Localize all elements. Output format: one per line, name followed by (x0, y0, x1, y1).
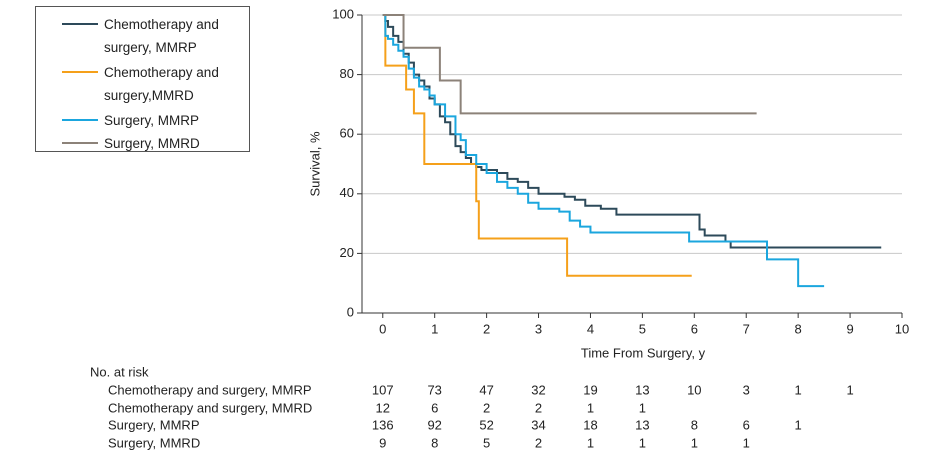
risk-count: 6 (431, 400, 438, 415)
risk-count: 8 (431, 435, 438, 450)
risk-count: 10 (687, 382, 701, 397)
risk-count: 2 (535, 400, 542, 415)
risk-row-label: Chemotherapy and surgery, MMRD (108, 400, 312, 415)
risk-row-label: Surgery, MMRP (108, 417, 200, 432)
x-tick-label: 0 (379, 321, 386, 336)
risk-count: 1 (639, 400, 646, 415)
x-tick-label: 7 (743, 321, 750, 336)
x-tick-label: 5 (639, 321, 646, 336)
legend-entry: Chemotherapy and surgery, MMRP (36, 13, 244, 59)
y-axis-label: Survival, % (307, 131, 322, 196)
x-tick-label: 3 (535, 321, 542, 336)
risk-count: 6 (743, 417, 750, 432)
risk-count: 34 (531, 417, 545, 432)
risk-table-title: No. at risk (90, 364, 149, 379)
survival-curve (382, 14, 692, 277)
legend: Chemotherapy and surgery, MMRP Chemothera… (35, 6, 250, 152)
risk-count: 32 (531, 382, 545, 397)
legend-label: Surgery, MMRD (104, 136, 200, 151)
risk-count: 1 (795, 417, 802, 432)
risk-row-label: Chemotherapy and surgery, MMRP (108, 382, 312, 397)
legend-swatch (62, 119, 98, 121)
risk-count: 13 (635, 417, 649, 432)
legend-entry: Surgery, MMRD (36, 132, 244, 155)
survival-curve (382, 14, 882, 249)
survival-curve (382, 14, 825, 288)
legend-entry: Chemotherapy and surgery,MMRD (36, 61, 244, 107)
y-tick-label: 20 (340, 245, 354, 260)
risk-count: 18 (583, 417, 597, 432)
x-tick-label: 8 (795, 321, 802, 336)
legend-swatch (62, 23, 98, 25)
x-tick-label: 4 (587, 321, 594, 336)
survival-curve (382, 14, 757, 115)
x-tick-label: 6 (691, 321, 698, 336)
legend-swatch (62, 71, 98, 73)
risk-count: 1 (743, 435, 750, 450)
risk-count: 2 (535, 435, 542, 450)
x-tick-label: 10 (895, 321, 909, 336)
y-tick-label: 40 (340, 185, 354, 200)
risk-row-label: Surgery, MMRD (108, 435, 200, 450)
risk-count: 47 (479, 382, 493, 397)
x-tick-label: 9 (846, 321, 853, 336)
risk-count: 1 (846, 382, 853, 397)
x-axis-label: Time From Surgery, y (581, 345, 706, 360)
legend-label: Surgery, MMRP (104, 113, 200, 128)
risk-count: 1 (587, 400, 594, 415)
x-tick-label: 2 (483, 321, 490, 336)
risk-count: 107 (372, 382, 394, 397)
risk-count: 9 (379, 435, 386, 450)
legend-label: Chemotherapy and surgery, MMRP (104, 17, 219, 55)
x-tick-label: 1 (431, 321, 438, 336)
risk-count: 2 (483, 400, 490, 415)
risk-count: 73 (427, 382, 441, 397)
risk-count: 52 (479, 417, 493, 432)
risk-count: 13 (635, 382, 649, 397)
y-tick-label: 80 (340, 66, 354, 81)
legend-label: Chemotherapy and surgery,MMRD (104, 65, 219, 103)
risk-count: 136 (372, 417, 394, 432)
risk-count: 1 (795, 382, 802, 397)
risk-count: 92 (427, 417, 441, 432)
risk-count: 5 (483, 435, 490, 450)
y-tick-label: 100 (332, 6, 354, 21)
y-tick-label: 0 (347, 304, 354, 319)
risk-count: 1 (691, 435, 698, 450)
y-tick-label: 60 (340, 126, 354, 141)
risk-count: 3 (743, 382, 750, 397)
risk-count: 8 (691, 417, 698, 432)
risk-count: 12 (376, 400, 390, 415)
legend-swatch (62, 142, 98, 144)
legend-entry: Surgery, MMRP (36, 109, 244, 132)
risk-count: 1 (639, 435, 646, 450)
risk-count: 19 (583, 382, 597, 397)
risk-count: 1 (587, 435, 594, 450)
